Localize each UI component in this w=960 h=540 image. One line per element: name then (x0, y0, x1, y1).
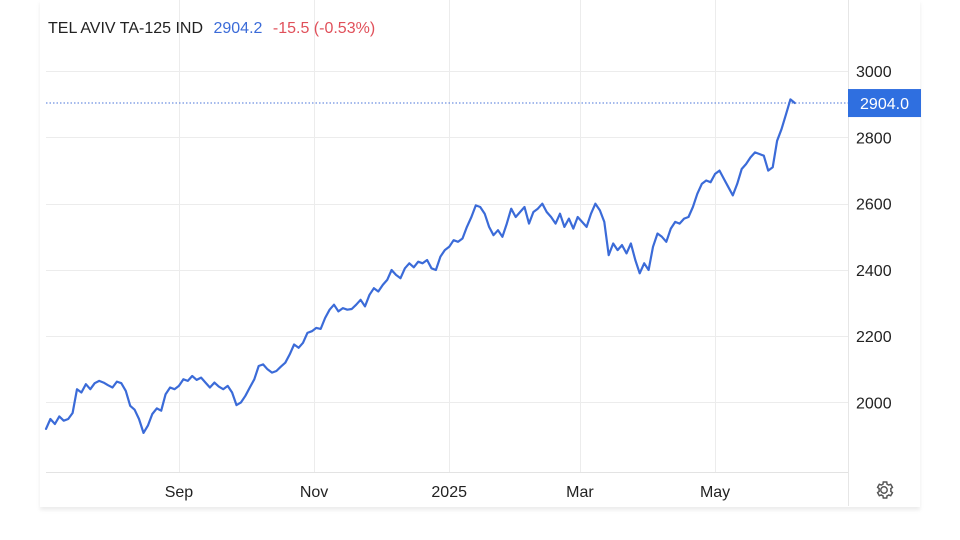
series-layer (44, 98, 796, 434)
instrument-name: TEL AVIV TA-125 IND (48, 20, 204, 37)
chart-card (40, 0, 920, 507)
axes: 2000 2200 2400 2600 2800 3000 Sep Nov 2025 Mar May (165, 64, 892, 501)
settings-button[interactable] (873, 479, 895, 501)
y-tick-label: 3000 (856, 64, 892, 81)
x-tick-label: 2025 (431, 484, 467, 501)
current-value-label: 2904.0 (860, 96, 909, 113)
y-tick-label: 2600 (856, 197, 892, 214)
series-line (44, 98, 796, 434)
chart-header: TEL AVIV TA-125 IND 2904.2 -15.5 (-0.53%… (48, 20, 381, 42)
y-tick-label: 2200 (856, 329, 892, 346)
x-tick-label: May (700, 484, 730, 501)
y-tick-label: 2400 (856, 263, 892, 280)
x-tick-label: Nov (300, 484, 328, 501)
price-change: -15.5 (-0.53%) (272, 20, 376, 37)
current-value-badge (848, 89, 921, 118)
x-tick-label: Sep (165, 484, 194, 501)
gear-icon (876, 481, 894, 499)
current-value-marker: 2904.0 (46, 89, 921, 118)
grid (46, 0, 849, 506)
y-tick-label: 2800 (856, 130, 892, 147)
last-price: 2904.2 (213, 20, 263, 37)
y-tick-label: 2000 (856, 395, 892, 412)
x-tick-label: Mar (566, 484, 594, 501)
